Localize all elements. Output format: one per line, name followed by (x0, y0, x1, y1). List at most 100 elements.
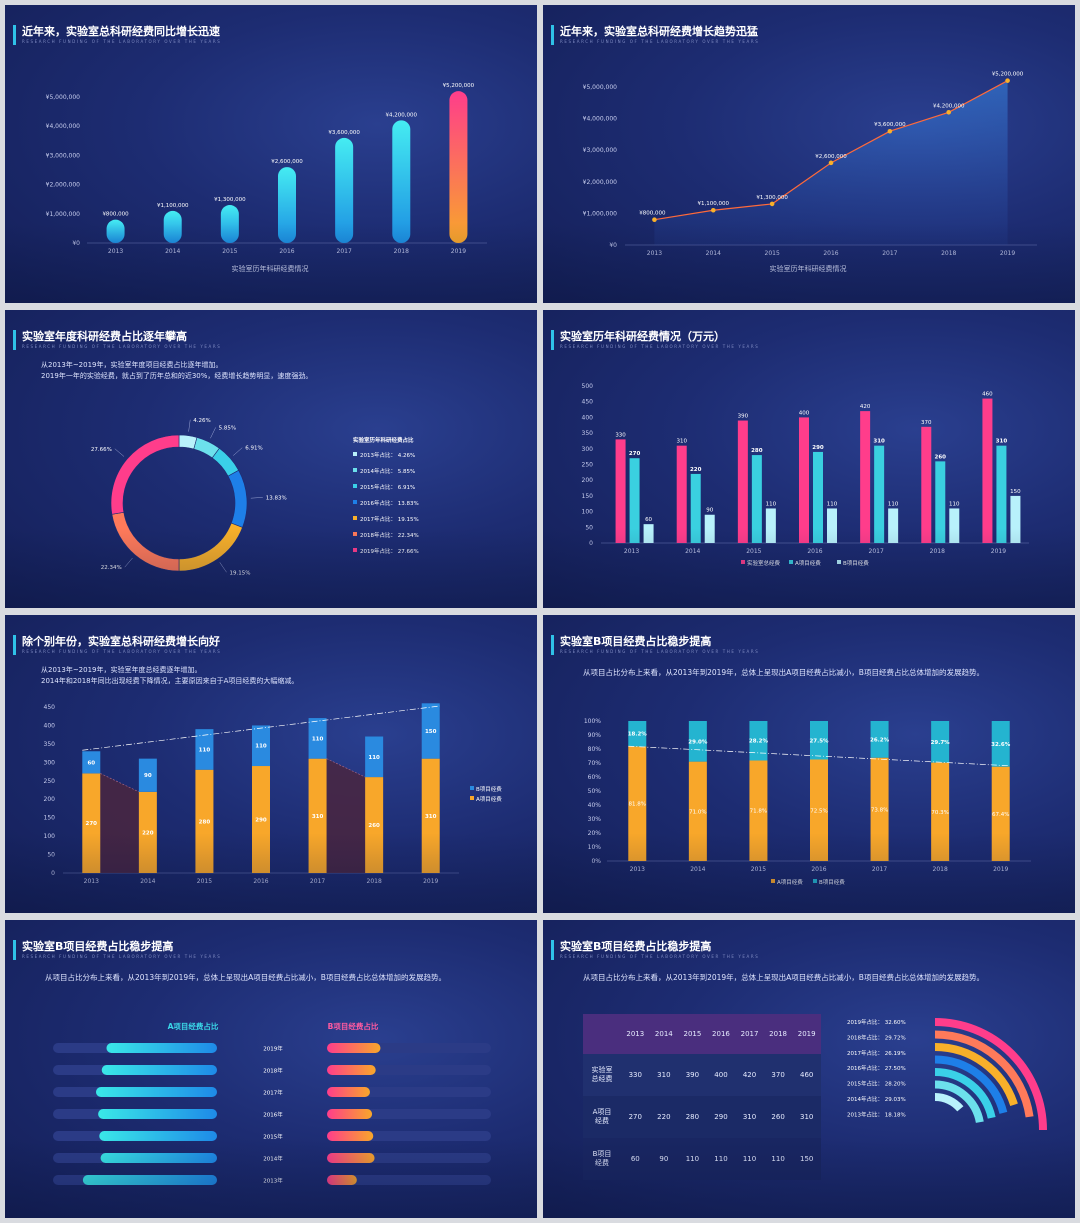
table-header-cell: 2016 (706, 1014, 736, 1054)
share-progress-bars: A项目经费占比 B项目经费占比 2019年 2018年 2017年 2016年 2015年 2… (53, 1021, 491, 1185)
leader-line (210, 427, 216, 439)
row-header: B项目 经费 (583, 1138, 621, 1180)
bar (874, 445, 885, 543)
x-tick-label: 2015 (751, 866, 766, 873)
slice-label: 6.91% (245, 446, 262, 452)
y-tick-label: 150 (44, 815, 56, 822)
slide-title: 实验室B项目经费占比稳步提高 (560, 940, 712, 953)
value-label: 260 (368, 823, 380, 829)
radial-arc (934, 1093, 964, 1112)
column-title: B项目经费占比 (328, 1021, 379, 1031)
x-tick-label: 2014 (690, 866, 705, 873)
y-tick-label: 300 (582, 446, 594, 453)
value-label: 27.5% (809, 738, 829, 744)
value-label: 290 (812, 445, 824, 451)
table-row: 实验室 总经费 330 310 390 400 420 370 460 (583, 1054, 821, 1096)
x-tick-label: 2014 (706, 250, 721, 257)
funding-table: 2013 2014 2015 2016 2017 2018 2019 实验室 总经… (583, 1014, 821, 1180)
bar-segment-b (931, 721, 950, 763)
y-tick-label: 150 (582, 493, 594, 500)
slice-label: 13.83% (266, 495, 287, 501)
x-tick-label: 2015 (746, 548, 761, 555)
x-tick-label: 2017 (337, 248, 352, 255)
slide-description: 2014年和2018年同比出现经费下降情况，主要原因来自于A项目经费的大幅缩减。 (41, 677, 299, 685)
bar (996, 445, 1007, 543)
x-tick-label: 2018 (941, 250, 956, 257)
table-cell: 90 (649, 1138, 679, 1180)
slice-label: 5.85% (219, 425, 236, 431)
table-cell: 110 (678, 1138, 707, 1180)
value-label: 110 (312, 736, 324, 742)
x-tick-label: 2016 (807, 548, 822, 555)
value-label: 28.2% (749, 739, 769, 745)
progress-fill-a (106, 1043, 217, 1053)
slide-title: 实验室B项目经费占比稳步提高 (22, 940, 174, 953)
year-label: 2013年 (263, 1177, 283, 1185)
arc-label: 2016年占比： 27.50% (847, 1064, 906, 1072)
table-cell: 310 (735, 1096, 764, 1138)
slide-description: 从2013年~2019年，实验室年度项目经费占比逐年增加。 (41, 361, 223, 369)
value-label: 310 (312, 814, 324, 820)
value-label: 90 (706, 508, 713, 514)
x-tick-label: 2017 (882, 250, 897, 257)
value-label: 71.8% (750, 809, 767, 815)
value-label: 270 (86, 821, 98, 827)
bar (765, 508, 776, 543)
bar (737, 420, 748, 543)
slice-label: 19.15% (230, 570, 251, 576)
value-label: ¥3,600,000 (328, 130, 360, 136)
legend-label: 2019年占比： 27.66% (360, 547, 419, 555)
x-tick-label: 2013 (84, 878, 99, 885)
progress-fill-b (327, 1043, 381, 1053)
x-tick-label: 2014 (140, 878, 155, 885)
y-tick-label: 60% (588, 774, 602, 781)
value-label: 81.8% (629, 802, 646, 808)
value-label: 310 (873, 439, 885, 445)
value-label: ¥3,600,000 (874, 122, 906, 128)
table-header-row: 2013 2014 2015 2016 2017 2018 2019 (583, 1014, 821, 1054)
x-tick-label: 2017 (310, 878, 325, 885)
share-radial-chart: 2019年占比： 32.60% 2018年占比： 29.72% 2017年占比： 2… (847, 1018, 1047, 1131)
slide-subtitle: RESEARCH FUNDING OF THE LABORATORY OVER … (22, 954, 222, 959)
value-label: ¥4,200,000 (386, 112, 418, 118)
legend-label: 2017年占比： 19.15% (360, 515, 419, 523)
share-percent-stacked-chart: 0% 10% 20% 30% 40% 50% 60% 70% 80% 90% 100% 81.8% 18… (584, 718, 1031, 886)
x-tick-label: 2019 (423, 878, 438, 885)
y-tick-label: ¥4,000,000 (46, 123, 81, 130)
table-header-cell: 2013 (621, 1014, 650, 1054)
table-cell: 310 (649, 1054, 679, 1096)
data-point (946, 109, 952, 115)
y-tick-label: 0% (591, 858, 601, 865)
legend-label: 2016年占比： 13.83% (360, 499, 419, 507)
x-tick-label: 2013 (108, 248, 123, 255)
x-tick-label: 2018 (930, 548, 945, 555)
slice-label: 27.66% (91, 447, 112, 453)
table-cell: 370 (763, 1054, 793, 1096)
arc-label: 2017年占比： 26.19% (847, 1049, 906, 1057)
slide-title: 近年来，实验室总科研经费同比增长迅速 (22, 25, 220, 38)
bar-segment-a (870, 757, 889, 861)
bar-segment-a (628, 746, 647, 861)
legend-swatch (741, 560, 745, 564)
data-point (1005, 78, 1010, 83)
bar (449, 91, 468, 243)
slide-title: 实验室年度科研经费占比逐年攀高 (22, 330, 187, 343)
slide-description: 从项目占比分布上来看，从2013年到2019年，总体上呈现出A项目经费占比减小，… (45, 973, 446, 982)
bar-segment-b (195, 729, 214, 770)
donut-slice (211, 447, 240, 477)
legend-label: B项目经费 (843, 559, 869, 567)
value-label: 71.0% (689, 809, 706, 815)
slide-7-progress-bars: 实验室B项目经费占比稳步提高 RESEARCH FUNDING OF THE L… (5, 920, 537, 1218)
x-tick-label: 2018 (394, 248, 409, 255)
bar (163, 210, 182, 243)
arc-label: 2018年占比： 29.72% (847, 1033, 906, 1041)
bar (860, 411, 871, 543)
revenue-bar-chart: ¥0 ¥1,000,000 ¥2,000,000 ¥3,000,000 ¥4,000,0… (46, 83, 487, 273)
value-label: ¥5,200,000 (992, 72, 1024, 78)
arc-label: 2015年占比： 28.20% (847, 1080, 906, 1088)
x-tick-label: 2016 (279, 248, 294, 255)
value-label: 72.5% (810, 808, 827, 814)
bar-segment-a (810, 759, 828, 861)
x-tick-label: 2018 (367, 878, 382, 885)
legend-label: 实验室总经费 (747, 559, 781, 567)
